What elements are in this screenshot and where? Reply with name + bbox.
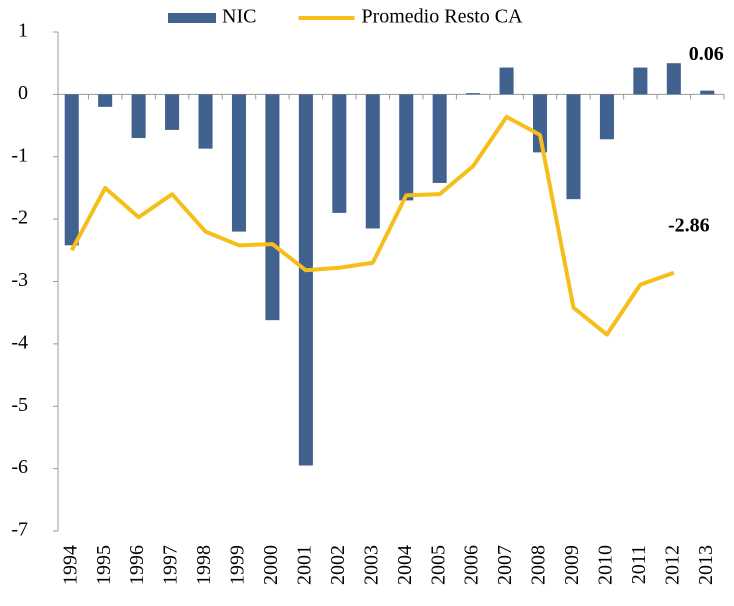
legend-label: Promedio Resto CA bbox=[361, 6, 523, 28]
bar bbox=[667, 63, 681, 94]
bar bbox=[65, 94, 79, 245]
y-tick-label: -6 bbox=[11, 456, 28, 478]
bar bbox=[98, 94, 112, 106]
x-tick-label: 2013 bbox=[695, 545, 717, 585]
y-tick-label: -1 bbox=[11, 144, 28, 166]
x-tick-label: 2003 bbox=[360, 545, 382, 585]
x-tick-label: 1999 bbox=[227, 545, 249, 585]
x-tick-label: 2007 bbox=[494, 545, 516, 585]
bar bbox=[232, 94, 246, 231]
y-tick-label: -3 bbox=[11, 269, 28, 291]
bar bbox=[500, 68, 514, 95]
y-tick-label: -2 bbox=[11, 207, 28, 229]
bar bbox=[399, 94, 413, 200]
x-tick-label: 2006 bbox=[461, 545, 483, 585]
data-label: 0.06 bbox=[689, 43, 724, 65]
x-tick-label: 2001 bbox=[293, 545, 315, 585]
legend-swatch bbox=[168, 13, 216, 23]
y-tick-label: -7 bbox=[11, 519, 28, 541]
bar bbox=[199, 94, 213, 148]
bar bbox=[332, 94, 346, 213]
bar bbox=[466, 93, 480, 94]
x-tick-label: 2011 bbox=[628, 545, 650, 584]
x-tick-label: 2012 bbox=[661, 545, 683, 585]
bar bbox=[433, 94, 447, 183]
x-tick-label: 2005 bbox=[427, 545, 449, 585]
x-tick-label: 1995 bbox=[93, 545, 115, 585]
bar bbox=[700, 91, 714, 95]
x-tick-label: 2002 bbox=[327, 545, 349, 585]
x-tick-label: 2004 bbox=[394, 545, 416, 585]
bar bbox=[633, 68, 647, 95]
x-tick-label: 1996 bbox=[126, 545, 148, 585]
bar bbox=[299, 94, 313, 465]
bar bbox=[132, 94, 146, 138]
y-tick-label: -4 bbox=[11, 331, 28, 353]
y-tick-label: 1 bbox=[18, 20, 28, 42]
y-tick-label: -5 bbox=[11, 394, 28, 416]
bar bbox=[366, 94, 380, 228]
bar bbox=[165, 94, 179, 130]
x-tick-label: 2000 bbox=[260, 545, 282, 585]
x-tick-label: 2008 bbox=[528, 545, 550, 585]
data-label: -2.86 bbox=[668, 214, 710, 236]
x-tick-label: 1994 bbox=[59, 545, 81, 585]
chart: -7 -6 -5 -4 -3 -2 -1 0 1 1994 1995 1996 1997 1998 1999… bbox=[0, 0, 734, 606]
bar bbox=[265, 94, 279, 320]
bar bbox=[600, 94, 614, 139]
x-tick-label: 2010 bbox=[595, 545, 617, 585]
bar bbox=[566, 94, 580, 199]
x-tick-label: 2009 bbox=[561, 545, 583, 585]
y-tick-label: 0 bbox=[18, 82, 28, 104]
x-tick-label: 1997 bbox=[160, 545, 182, 585]
x-tick-label: 1998 bbox=[193, 545, 215, 585]
legend-label: NIC bbox=[222, 6, 256, 28]
